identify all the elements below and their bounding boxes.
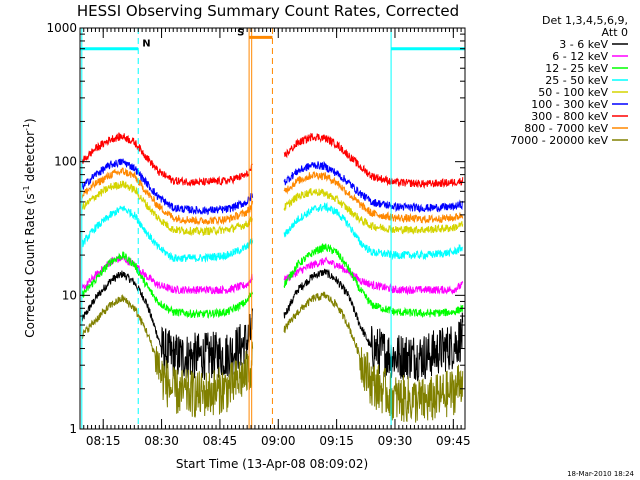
series-line-12-25-kev — [81, 242, 464, 319]
series-line-300-800-kev — [81, 132, 464, 190]
series-line-25-50-kev — [81, 201, 463, 264]
flag-label-s: S — [237, 27, 244, 38]
flag-layer: NS — [80, 27, 466, 429]
legend-label-300-800-kev: 300 - 800 keV — [531, 110, 608, 123]
legend-header-line: Det 1,3,4,5,6,9, — [542, 14, 628, 27]
x-tick-label: 09:45 — [436, 434, 471, 448]
legend-label-6-12-kev: 6 - 12 keV — [552, 50, 608, 63]
y-axis-label: Corrected Count Rate (s-1 detector-1) — [22, 118, 37, 337]
legend-label-800-7000-kev: 800 - 7000 keV — [524, 122, 608, 135]
axes: 1 10 100 1000 08:15 08:30 08:45 09:00 09:15 09:30… — [46, 21, 470, 448]
legend-label-12-25-kev: 12 - 25 keV — [545, 62, 608, 75]
legend-header-line: Att 0 — [602, 26, 628, 39]
x-tick-label: 09:15 — [319, 434, 354, 448]
y-tick-label: 10 — [62, 288, 77, 302]
flag-label-n: N — [142, 39, 150, 50]
x-tick-label: 08:30 — [144, 434, 179, 448]
x-tick-label: 08:15 — [86, 434, 121, 448]
y-tick-label: 100 — [54, 155, 77, 169]
legend-label-100-300-kev: 100 - 300 keV — [531, 98, 608, 111]
y-label-part-2: detector — [23, 131, 37, 186]
x-tick-label: 09:00 — [261, 434, 296, 448]
y-tick-label: 1 — [69, 422, 77, 436]
series-layer — [81, 132, 464, 423]
legend-header: Det 1,3,4,5,6,9,Att 0 — [542, 14, 628, 39]
legend-label-3-6-kev: 3 - 6 keV — [559, 38, 608, 51]
y-tick-label: 1000 — [46, 21, 77, 35]
y-label-part-3: ) — [23, 118, 37, 123]
y-label-sup-2: -1 — [22, 123, 31, 131]
series-line-7000-20000-kev — [81, 290, 464, 423]
series-line-800-7000-kev — [81, 167, 464, 226]
chart-title: HESSI Observing Summary Count Rates, Cor… — [77, 2, 459, 20]
series-line-100-300-kev — [81, 158, 464, 216]
svg-text:Corrected Count Rate (s-1 dete: Corrected Count Rate (s-1 detector-1) — [22, 118, 37, 337]
x-tick-label: 09:30 — [378, 434, 413, 448]
y-label-sup-1: -1 — [22, 185, 31, 193]
series-line-50-100-kev — [81, 180, 464, 237]
y-label-part-1: Corrected Count Rate (s — [23, 193, 37, 337]
x-axis-label: Start Time (13-Apr-08 08:09:02) — [176, 457, 368, 471]
legend-label-25-50-kev: 25 - 50 keV — [545, 74, 608, 87]
timestamp: 18-Mar-2010 18:24 — [567, 470, 634, 478]
x-tick-label: 08:45 — [203, 434, 238, 448]
legend-label-50-100-kev: 50 - 100 keV — [538, 86, 608, 99]
plot-frame — [79, 27, 466, 430]
legend-label-7000-20000-kev: 7000 - 20000 keV — [510, 134, 608, 147]
